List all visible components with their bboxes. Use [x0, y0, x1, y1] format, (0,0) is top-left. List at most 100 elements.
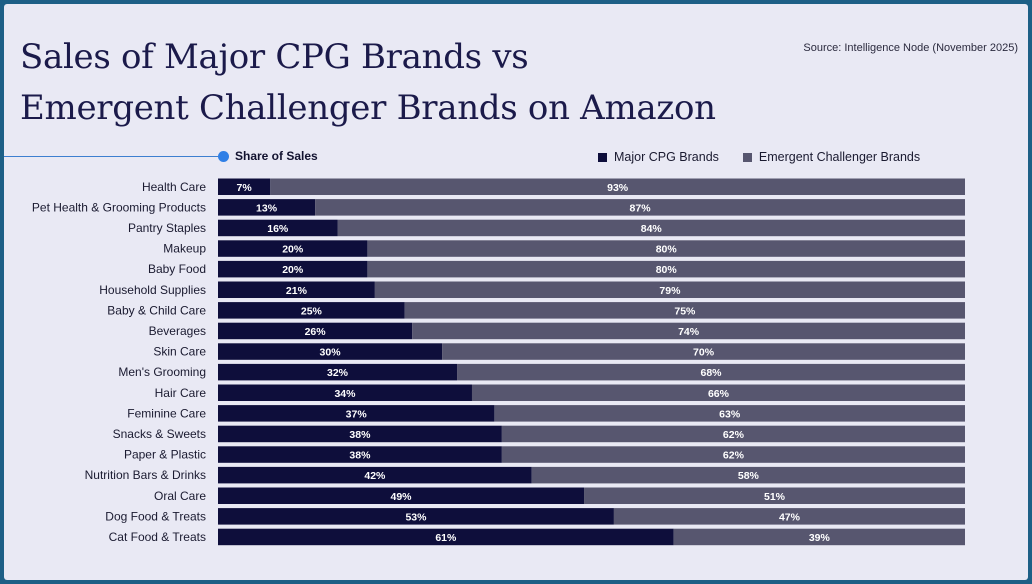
chart-title: Sales of Major CPG Brands vs Emergent Ch…: [20, 32, 716, 134]
data-label-challenger: 63%: [719, 408, 741, 420]
category-label: Household Supplies: [99, 283, 206, 297]
data-label-challenger: 84%: [641, 223, 663, 235]
data-label-major: 37%: [346, 408, 368, 420]
bar-major: [218, 240, 368, 257]
legend-label-challenger: Emergent Challenger Brands: [758, 150, 921, 164]
bar-challenger: [584, 487, 965, 504]
category-label: Nutrition Bars & Drinks: [85, 468, 206, 482]
source-note: Source: Intelligence Node (November 2025…: [803, 42, 1018, 54]
bar-challenger: [531, 466, 965, 484]
bar-challenger: [613, 508, 965, 525]
bar-challenger: [374, 281, 965, 298]
data-label-challenger: 74%: [678, 326, 700, 338]
bar-challenger: [367, 260, 965, 278]
data-label-major: 13%: [256, 202, 278, 214]
bar-major: [218, 219, 338, 237]
category-label: Baby Food: [148, 262, 206, 276]
data-label-challenger: 68%: [701, 367, 723, 379]
bar-challenger: [404, 302, 965, 319]
bar-challenger: [501, 425, 965, 443]
data-label-major: 49%: [391, 491, 413, 503]
chart-title-line-1: Sales of Major CPG Brands vs: [20, 37, 529, 77]
legend-label-major: Major CPG Brands: [614, 150, 719, 164]
category-label: Snacks & Sweets: [113, 427, 206, 441]
data-label-challenger: 93%: [607, 182, 629, 194]
data-label-major: 25%: [301, 305, 323, 317]
data-label-major: 42%: [364, 470, 386, 482]
category-label: Cat Food & Treats: [109, 530, 206, 544]
data-label-major: 16%: [267, 223, 289, 235]
data-label-major: 20%: [282, 264, 304, 276]
data-label-challenger: 62%: [723, 450, 745, 462]
data-label-major: 20%: [282, 244, 304, 256]
bar-challenger: [457, 363, 965, 381]
data-label-major: 34%: [334, 388, 356, 400]
data-label-major: 38%: [349, 429, 371, 441]
bar-major: [218, 425, 502, 443]
bar-major: [218, 260, 368, 278]
bar-challenger: [412, 322, 966, 340]
data-label-challenger: 62%: [723, 429, 745, 441]
bar-challenger: [494, 405, 965, 422]
category-label: Makeup: [163, 242, 206, 256]
chart-frame: Sales of Major CPG Brands vs Emergent Ch…: [4, 4, 1028, 580]
category-label: Baby & Child Care: [107, 303, 206, 317]
data-label-challenger: 51%: [764, 491, 786, 503]
category-label: Pantry Staples: [128, 221, 206, 235]
bar-major: [218, 302, 405, 319]
data-label-challenger: 75%: [674, 305, 696, 317]
bar-challenger: [442, 343, 966, 360]
data-label-major: 7%: [237, 182, 253, 194]
bar-major: [218, 281, 375, 298]
bar-major: [218, 178, 271, 195]
legend-item-challenger: Emergent Challenger Brands: [742, 150, 921, 164]
chart-title-line-2: Emergent Challenger Brands on Amazon: [20, 88, 716, 128]
data-label-challenger: 66%: [708, 388, 730, 400]
bar-major: [218, 405, 495, 422]
category-label: Health Care: [142, 180, 206, 194]
category-label: Men's Grooming: [118, 365, 206, 379]
data-label-major: 38%: [349, 450, 371, 462]
data-label-challenger: 80%: [656, 244, 678, 256]
bar-major: [218, 322, 413, 340]
category-label: Paper & Plastic: [124, 448, 206, 462]
bar-chart: Health Care 7% 93% Pet Health & Grooming Pr…: [32, 178, 966, 546]
data-label-challenger: 79%: [659, 285, 681, 297]
bar-challenger: [367, 240, 965, 257]
legend-swatch-major: [598, 152, 607, 162]
bar-major: [218, 508, 614, 525]
bar-major: [218, 528, 674, 546]
data-label-challenger: 80%: [656, 264, 678, 276]
axis-label-share-of-sales: Share of Sales: [235, 149, 318, 163]
bar-challenger: [270, 178, 965, 195]
divider-dot-icon: [218, 151, 229, 162]
data-label-challenger: 39%: [809, 532, 831, 544]
bar-challenger: [337, 219, 965, 237]
bar-challenger: [471, 384, 965, 401]
bar-challenger: [315, 199, 965, 216]
category-label: Pet Health & Grooming Products: [32, 200, 206, 214]
category-label: Beverages: [149, 324, 206, 338]
data-label-challenger: 47%: [779, 511, 801, 523]
category-label: Dog Food & Treats: [105, 509, 206, 523]
bar-major: [218, 343, 443, 360]
category-label: Feminine Care: [127, 406, 206, 420]
category-label: Hair Care: [155, 386, 207, 400]
legend-item-major: Major CPG Brands: [598, 150, 719, 164]
data-label-major: 26%: [305, 326, 327, 338]
data-label-challenger: 87%: [630, 202, 652, 214]
data-label-major: 32%: [327, 367, 349, 379]
data-label-major: 30%: [320, 347, 342, 359]
bar-challenger: [673, 528, 965, 546]
bar-major: [218, 466, 532, 484]
legend-swatch-challenger: [742, 152, 752, 162]
bar-major: [218, 384, 472, 401]
category-label: Oral Care: [154, 489, 206, 503]
bar-challenger: [501, 446, 965, 463]
data-label-major: 21%: [286, 285, 308, 297]
bar-major: [218, 446, 502, 463]
data-label-major: 61%: [435, 532, 457, 544]
legend: Major CPG Brands Emergent Challenger Bra…: [598, 150, 920, 164]
bar-major: [218, 199, 316, 216]
data-label-major: 53%: [405, 511, 427, 523]
